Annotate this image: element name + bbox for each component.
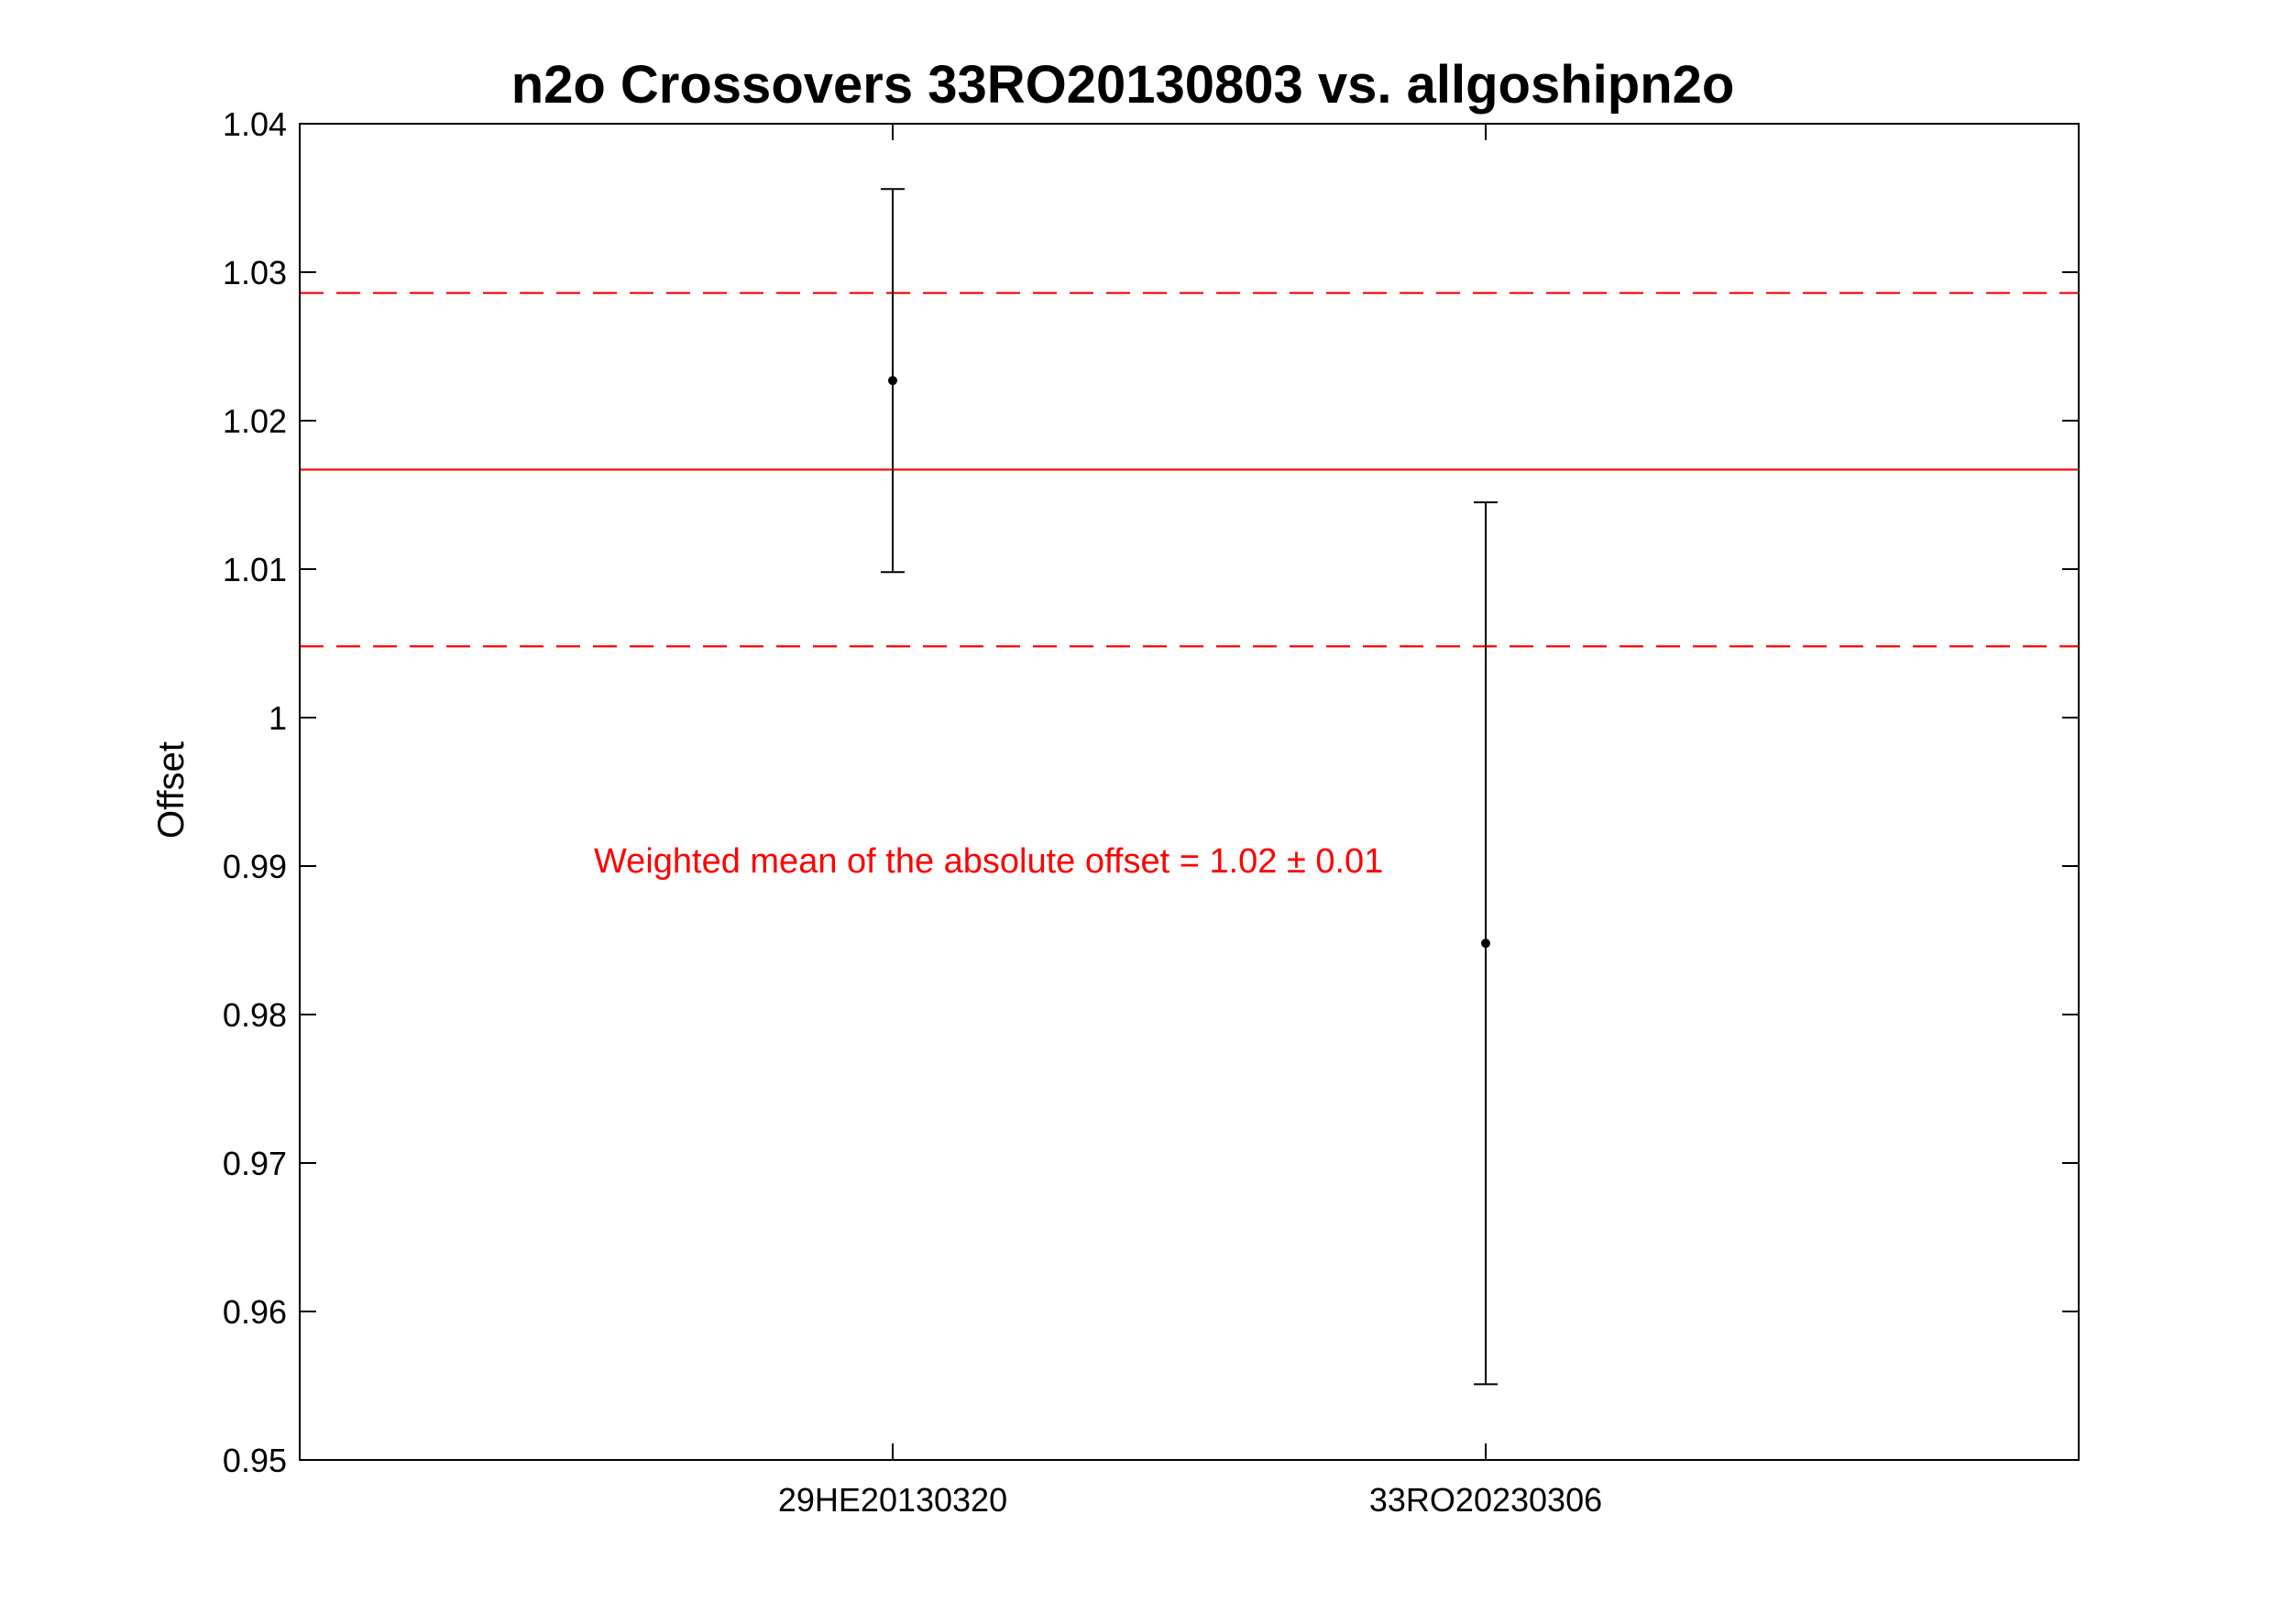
y-tick-label-2: 0.97: [223, 1145, 287, 1182]
plot-area: 0.95 0.96 0.97 0.98 0.99 1 1.01 1.02 1.03 1.04 29H…: [223, 105, 2080, 1519]
x-tick-label-1: 33RO20230306: [1369, 1481, 1602, 1519]
x-tick-label-0: 29HE20130320: [778, 1481, 1007, 1519]
y-tick-label-0: 0.95: [223, 1442, 287, 1479]
y-tick-label-5: 1: [269, 699, 287, 737]
data-point-1: [1481, 938, 1490, 949]
y-tick-label-4: 0.99: [223, 848, 287, 885]
axes-frame: [299, 123, 2080, 1461]
data-point-0: [888, 376, 897, 386]
y-tick-label-7: 1.02: [223, 402, 287, 440]
chart-title: n2o Crossovers 33RO20130803 vs. allgoshi…: [511, 55, 1735, 115]
y-tick-label-9: 1.04: [223, 105, 287, 143]
weighted-mean-annotation: Weighted mean of the absolute offset = 1…: [594, 842, 1383, 881]
y-tick-label-1: 0.96: [223, 1293, 287, 1331]
y-axis-label: Offset: [151, 741, 192, 839]
y-tick-label-6: 1.01: [223, 551, 287, 588]
y-tick-label-8: 1.03: [223, 254, 287, 291]
y-tick-label-3: 0.98: [223, 996, 287, 1034]
plot-background: [300, 124, 2079, 1460]
